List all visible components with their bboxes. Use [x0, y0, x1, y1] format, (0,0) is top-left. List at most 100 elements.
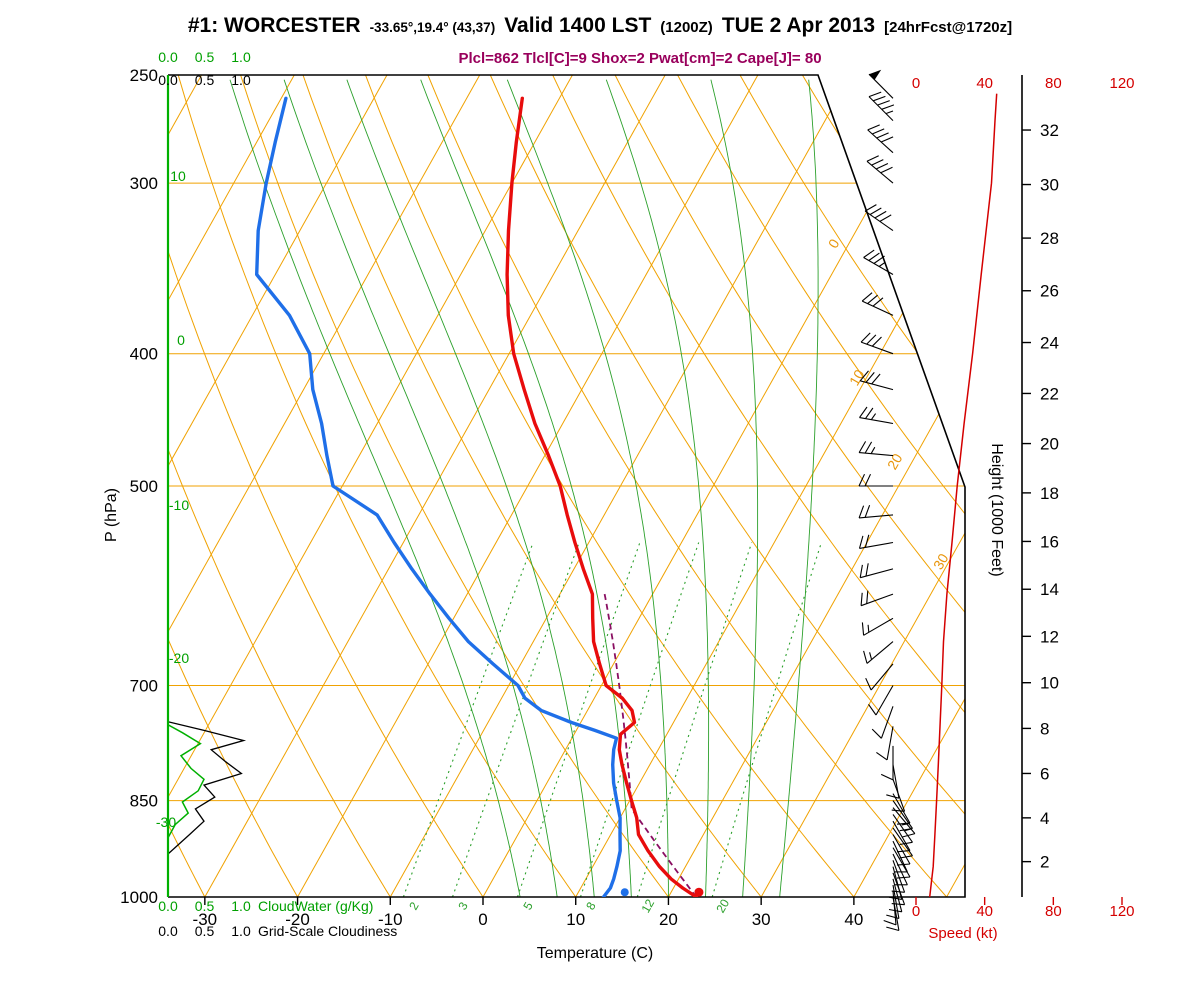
isotherm-line	[760, 75, 965, 897]
dry-adiabat-line	[365, 75, 855, 897]
barb-half	[901, 823, 910, 826]
wind-barb	[858, 473, 893, 487]
barb-stem	[892, 840, 908, 873]
barb-stem	[866, 160, 894, 184]
height-tick-label: 2	[1040, 853, 1049, 872]
dry-adiabat-line	[240, 75, 669, 897]
pressure-tick-label: 850	[130, 792, 158, 811]
moist-adiabat-line	[283, 79, 558, 897]
mixing-ratio-label: 12	[638, 896, 657, 915]
barb-full	[864, 505, 871, 518]
wind-barb	[864, 204, 894, 232]
barb-full	[873, 255, 885, 264]
barb-stem	[864, 210, 894, 232]
speed-tick-label-b: 0	[912, 903, 920, 920]
moist-adiabat-line	[346, 79, 595, 897]
wind-barb	[863, 641, 894, 664]
barb-stem	[860, 380, 894, 391]
wind-barb	[858, 505, 894, 519]
wind-barb	[858, 534, 894, 549]
moist-adiabat-line	[710, 79, 759, 897]
barb-full	[863, 650, 868, 664]
isotherm-label: 10	[846, 367, 868, 389]
barb-full	[880, 166, 893, 174]
barb-full	[879, 214, 892, 222]
moist-adiabat-line	[420, 79, 632, 897]
dry-adiabat-line	[489, 75, 965, 897]
surface-dewpoint-dot	[620, 888, 629, 897]
barb-full	[858, 441, 867, 453]
cloudwater-scale-top: 1.0	[231, 49, 251, 65]
barb-stem	[860, 341, 894, 355]
height-tick-label: 4	[1040, 809, 1049, 828]
barb-full	[896, 850, 911, 853]
dry-adiabat-label: 0	[177, 332, 185, 348]
barb-stem	[892, 878, 903, 912]
barb-full	[873, 95, 886, 102]
wind-barb	[892, 820, 911, 853]
barb-stem	[892, 800, 913, 829]
temperature-tick-label: -10	[378, 910, 403, 929]
barb-full	[867, 124, 880, 131]
barb-full	[859, 406, 868, 418]
isotherm-label: 30	[930, 551, 952, 573]
station-name: #1: WORCESTER	[187, 14, 361, 37]
speed-tick-label-top: 120	[1109, 75, 1134, 92]
barb-stem	[859, 514, 894, 519]
wind-barb	[876, 726, 894, 761]
barb-full	[880, 136, 894, 143]
temperature-tick-label: 20	[659, 910, 678, 929]
cloud-profiles	[168, 721, 247, 855]
barb-stem	[886, 726, 894, 760]
parcel-curve	[603, 591, 698, 897]
barb-full	[858, 473, 865, 487]
pressure-tick-label: 250	[130, 66, 158, 85]
pressure-tick-label: 300	[130, 174, 158, 193]
height-tick-label: 8	[1040, 719, 1049, 738]
wind-barb	[871, 706, 894, 739]
wind-barb	[858, 441, 894, 457]
height-tick-label: 14	[1040, 580, 1059, 599]
barb-full	[861, 292, 873, 302]
speed-curve	[928, 93, 998, 898]
speed-tick-label-top: 0	[912, 75, 920, 92]
sounding-profiles	[255, 96, 704, 897]
barb-full	[875, 163, 889, 170]
isotherm-line	[389, 75, 852, 897]
height-tick-label: 22	[1040, 384, 1059, 403]
barb-stem	[892, 827, 913, 857]
dry-adiabat-line	[168, 75, 391, 897]
barb-stem	[861, 300, 894, 316]
barb-stem	[892, 779, 906, 812]
barb-full	[871, 373, 881, 385]
barb-stem	[892, 820, 911, 851]
height-tick-label: 18	[1040, 484, 1059, 503]
barb-full	[886, 926, 900, 932]
mixing-ratio-label: 20	[713, 896, 732, 915]
isotherm-line	[168, 75, 481, 897]
speed-tick-label-top: 80	[1045, 75, 1062, 92]
barb-half	[867, 624, 870, 633]
temperature-tick-label: -20	[285, 910, 310, 929]
barb-stem	[860, 593, 894, 607]
moist-adiabat-line	[229, 79, 521, 897]
barb-stem	[870, 663, 894, 691]
wind-barb	[886, 896, 900, 932]
mixing-ratio-label: 2	[406, 899, 422, 912]
station-coords: -33.65°,19.4° (43,37)	[369, 20, 496, 35]
dry-adiabat-label: 10	[170, 168, 186, 184]
barb-stem	[892, 896, 900, 931]
wind-barb	[888, 878, 903, 913]
barb-full	[866, 590, 869, 604]
barb-full	[865, 677, 872, 691]
cloudwater-scale-bottom: 0.0	[158, 898, 178, 914]
wind-barb	[868, 91, 895, 121]
speed-tick-label-b: 40	[976, 903, 993, 920]
cloudiness-scale-bottom: 0.5	[195, 923, 215, 939]
mixing-ratio-line	[402, 542, 534, 897]
barb-stem	[892, 853, 908, 886]
wind-barb	[860, 590, 894, 607]
barb-full	[876, 751, 888, 761]
pressure-tick-label: 500	[130, 477, 158, 496]
dry-adiabat-line	[926, 75, 965, 897]
